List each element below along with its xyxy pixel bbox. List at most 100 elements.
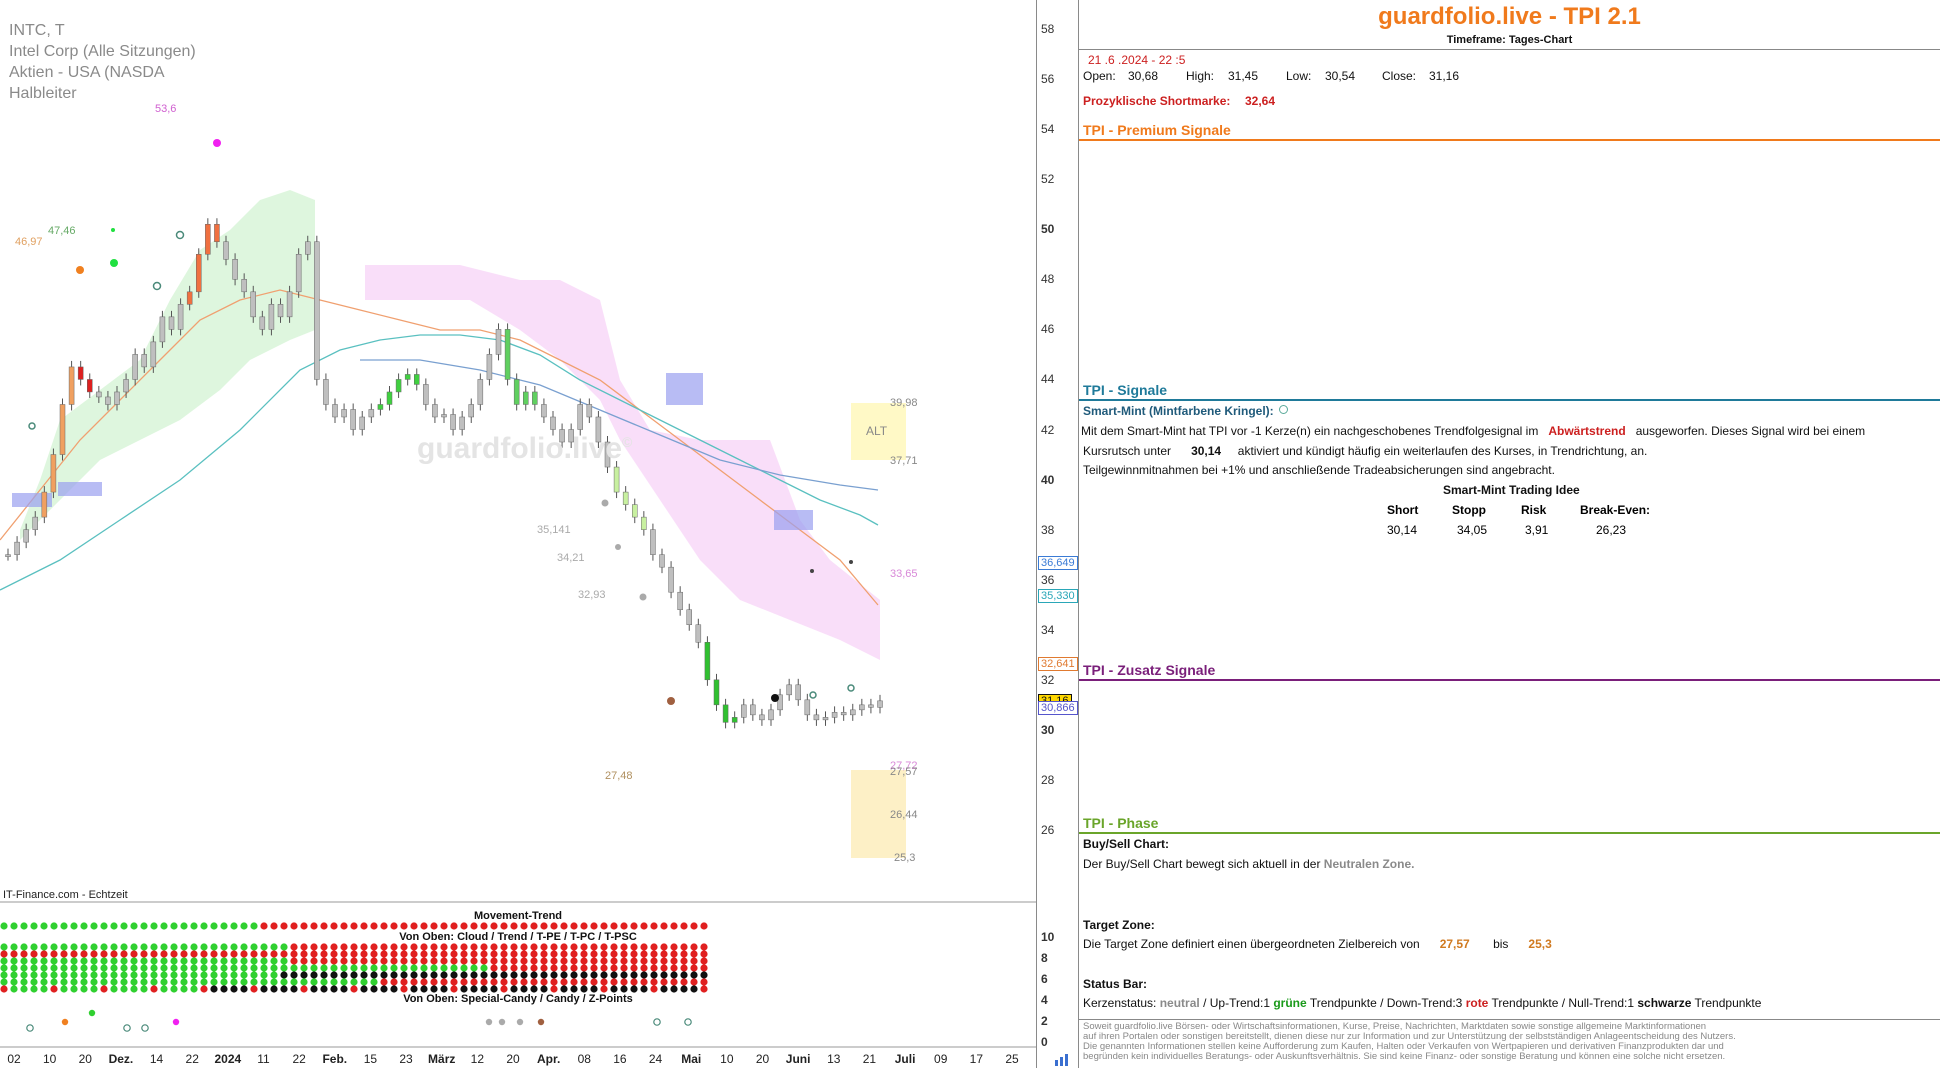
trend-dot [490, 978, 498, 986]
trend-dot [430, 943, 438, 951]
trend-dot [90, 964, 98, 972]
candle [622, 491, 629, 505]
trend-dot [680, 922, 688, 930]
candle [377, 404, 384, 410]
trend-dot [60, 964, 68, 972]
trend-dot [700, 978, 708, 986]
meta-line: Halbleiter [9, 85, 77, 102]
candle [741, 704, 747, 718]
trend-dot [200, 964, 208, 972]
trend-dot [140, 943, 148, 951]
trend-dot [330, 964, 338, 972]
price-chart[interactable] [0, 0, 1036, 1068]
trend-dot [620, 978, 628, 986]
trend-dot [450, 985, 458, 993]
trend-dot [420, 922, 428, 930]
trend-dot [10, 950, 18, 958]
trend-dot [460, 971, 468, 979]
trend-dot [60, 957, 68, 965]
trend-dot [270, 985, 278, 993]
trend-dot [220, 943, 228, 951]
trend-dot [650, 922, 658, 930]
trend-dot [450, 922, 458, 930]
source-label: IT-Finance.com - Echtzeit [3, 889, 128, 901]
trend-dot [440, 943, 448, 951]
chart-pane[interactable]: INTC, T Intel Corp (Alle Sitzungen) Akti… [0, 0, 1036, 1068]
disclaimer: Soweit guardfolio.live Börsen- oder Wirt… [1083, 1022, 1843, 1062]
trend-dot [80, 985, 88, 993]
trend-dot [170, 964, 178, 972]
indicator-panel[interactable] [0, 903, 1036, 1053]
trend-dot [580, 978, 588, 986]
trend-dot [540, 943, 548, 951]
trend-dot [530, 985, 538, 993]
trend-dot [80, 978, 88, 986]
trend-dot [160, 971, 168, 979]
trend-dot [360, 957, 368, 965]
trend-dot [280, 971, 288, 979]
trend-dot [480, 978, 488, 986]
trend-dot [660, 957, 668, 965]
annotation-label: 25,3 [894, 852, 916, 864]
trend-dot [280, 978, 288, 986]
trend-dot [410, 943, 418, 951]
trend-dot [400, 950, 408, 958]
special-dot [516, 1018, 524, 1026]
trend-dot [130, 957, 138, 965]
candle [259, 316, 266, 330]
trend-dot [50, 964, 58, 972]
special-dot [537, 1018, 545, 1026]
trend-dot [310, 964, 318, 972]
signal-dot [152, 281, 162, 291]
trend-dot [260, 971, 268, 979]
trend-dot [410, 922, 418, 930]
candle [114, 391, 120, 405]
trend-dot [670, 985, 678, 993]
trend-dot [410, 950, 418, 958]
trend-dot [400, 957, 408, 965]
trend-dot [440, 950, 448, 958]
trend-dot [230, 985, 238, 993]
trend-dot [330, 957, 338, 965]
trend-dot [210, 922, 218, 930]
candle [595, 416, 602, 443]
trend-dot [370, 957, 378, 965]
trend-dot [50, 943, 58, 951]
trend-dot [540, 957, 548, 965]
trend-dot [240, 957, 248, 965]
trend-dot [330, 978, 338, 986]
trend-dot [510, 971, 518, 979]
trend-dot [300, 964, 308, 972]
trend-dot [230, 978, 238, 986]
bar-chart-icon[interactable] [1054, 1053, 1072, 1066]
trend-dot [180, 964, 188, 972]
trend-dot [150, 943, 158, 951]
candle [450, 414, 456, 430]
trend-dot [210, 950, 218, 958]
status-text: Kerzenstatus: neutral / Up-Trend:1 grüne… [1083, 996, 1762, 1010]
trend-dot [400, 943, 408, 951]
alt-label: ALT [866, 424, 888, 438]
trend-dot [490, 943, 498, 951]
trend-dot [200, 957, 208, 965]
trend-dot [580, 950, 588, 958]
candle [32, 516, 38, 530]
trend-dot [420, 950, 428, 958]
trend-dot [290, 978, 298, 986]
trend-dot [430, 964, 438, 972]
trend-dot [410, 957, 418, 965]
trend-dot [170, 957, 178, 965]
trend-dot [480, 943, 488, 951]
trend-dot [170, 943, 178, 951]
ohlc-low-label: Low: [1286, 69, 1312, 83]
trend-dot [610, 922, 618, 930]
trend-dot [610, 957, 618, 965]
trend-dot [150, 922, 158, 930]
trend-dot [270, 964, 278, 972]
trend-dot [650, 985, 658, 993]
trend-dot [160, 985, 168, 993]
trend-dot [680, 950, 688, 958]
trend-dot [640, 950, 648, 958]
trend-dot [390, 985, 398, 993]
trend-dot [50, 971, 58, 979]
